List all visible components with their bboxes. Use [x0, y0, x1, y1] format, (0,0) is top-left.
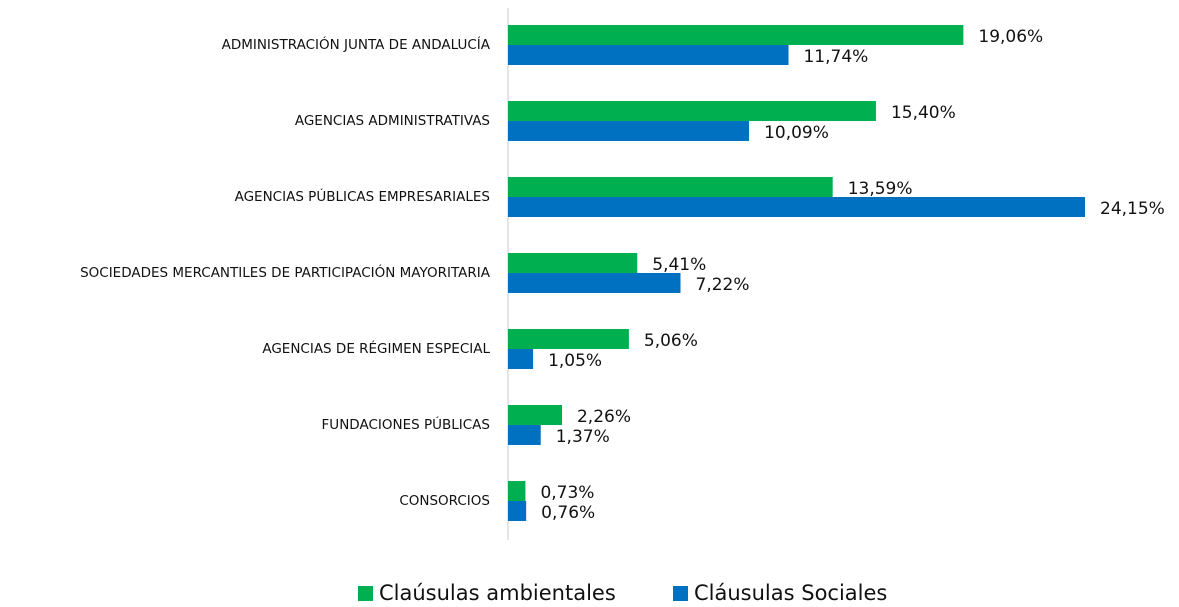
category-label: CONSORCIOS [399, 493, 490, 509]
category-label: FUNDACIONES PÚBLICAS [322, 415, 490, 433]
bar [508, 329, 629, 349]
value-label: 2,26% [577, 407, 631, 427]
category-label: SOCIEDADES MERCANTILES DE PARTICIPACIÓN … [80, 263, 491, 281]
value-label: 10,09% [764, 123, 829, 143]
bar [508, 273, 681, 293]
value-label: 11,74% [803, 47, 868, 67]
value-label: 0,73% [540, 483, 594, 503]
bar [508, 121, 750, 141]
bar [508, 425, 541, 445]
bar [508, 25, 964, 45]
value-label: 1,37% [556, 427, 610, 447]
value-label: 5,06% [644, 331, 698, 351]
bar [508, 101, 876, 121]
value-label: 5,41% [652, 255, 706, 275]
value-label: 7,22% [696, 275, 750, 295]
category-label: AGENCIAS ADMINISTRATIVAS [295, 113, 490, 129]
value-label: 19,06% [978, 27, 1043, 47]
bar [508, 349, 534, 369]
bar [508, 501, 527, 521]
value-label: 24,15% [1100, 199, 1165, 219]
category-label: ADMINISTRACIÓN JUNTA DE ANDALUCÍA [222, 35, 491, 53]
value-label: 1,05% [548, 351, 602, 371]
bar [508, 177, 833, 197]
category-label: AGENCIAS DE RÉGIMEN ESPECIAL [262, 340, 490, 357]
category-label: AGENCIAS PÚBLICAS EMPRESARIALES [235, 187, 490, 205]
legend-label: Claúsulas ambientales [379, 581, 616, 605]
value-label: 13,59% [848, 179, 913, 199]
legend-swatch [673, 586, 688, 601]
value-label: 0,76% [541, 503, 595, 523]
bar [508, 45, 789, 65]
legend-swatch [358, 586, 373, 601]
value-label: 15,40% [891, 103, 956, 123]
bar [508, 405, 562, 425]
bar [508, 481, 526, 501]
bar [508, 253, 638, 273]
bar [508, 197, 1085, 217]
legend-label: Cláusulas Sociales [694, 581, 887, 605]
